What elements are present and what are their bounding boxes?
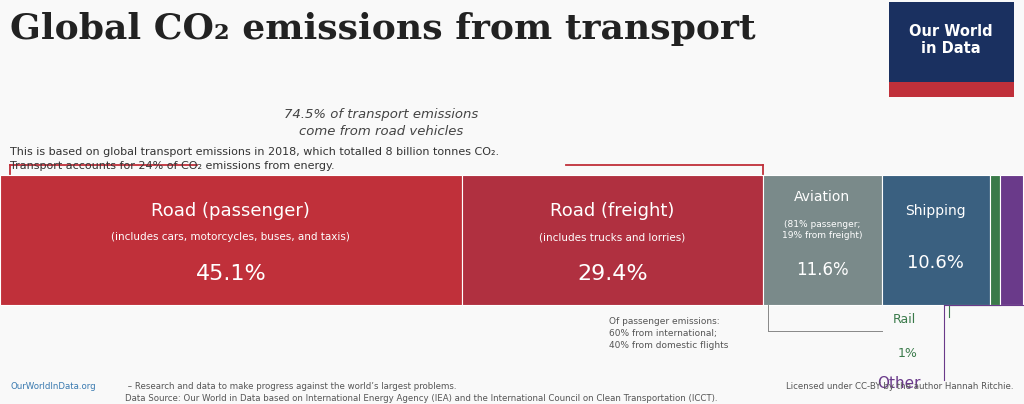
Text: Road (passenger): Road (passenger) <box>152 202 310 221</box>
Text: This is based on global transport emissions in 2018, which totalled 8 billion to: This is based on global transport emissi… <box>10 147 500 171</box>
Text: Licensed under: Licensed under <box>945 382 1014 391</box>
Bar <box>1000 175 1023 305</box>
Bar <box>462 175 763 305</box>
Text: Of passenger emissions:
60% from international;
40% from domestic flights: Of passenger emissions: 60% from interna… <box>609 317 729 350</box>
Text: 1%: 1% <box>898 347 918 360</box>
Text: Licensed under CC-BY by the author Hannah Ritchie.: Licensed under CC-BY by the author Hanna… <box>786 382 1014 391</box>
Text: (81% passenger;
19% from freight): (81% passenger; 19% from freight) <box>782 219 862 240</box>
Text: 29.4%: 29.4% <box>578 264 647 284</box>
Text: (includes cars, motorcycles, buses, and taxis): (includes cars, motorcycles, buses, and … <box>112 232 350 242</box>
Text: (includes trucks and lorries): (includes trucks and lorries) <box>540 232 685 242</box>
Text: Rail: Rail <box>893 313 916 326</box>
Bar <box>889 82 1014 97</box>
Text: Global CO₂ emissions from transport: Global CO₂ emissions from transport <box>10 12 756 46</box>
Text: Our World
in Data: Our World in Data <box>909 24 993 57</box>
Bar <box>882 175 990 305</box>
Bar <box>0 175 462 305</box>
Text: 45.1%: 45.1% <box>196 264 266 284</box>
Text: OurWorldInData.org: OurWorldInData.org <box>10 382 96 391</box>
Text: 11.6%: 11.6% <box>796 261 849 279</box>
Text: Road (freight): Road (freight) <box>550 202 675 221</box>
Bar <box>763 175 882 305</box>
Bar <box>990 175 1000 305</box>
Text: Other: Other <box>878 376 921 391</box>
Text: – Research and data to make progress against the world’s largest problems.
Data : – Research and data to make progress aga… <box>125 382 718 403</box>
Text: 74.5% of transport emissions
come from road vehicles: 74.5% of transport emissions come from r… <box>285 108 478 138</box>
Text: Shipping: Shipping <box>905 204 967 219</box>
Bar <box>889 2 1014 82</box>
Text: Aviation: Aviation <box>795 190 850 204</box>
Text: 10.6%: 10.6% <box>907 255 965 272</box>
